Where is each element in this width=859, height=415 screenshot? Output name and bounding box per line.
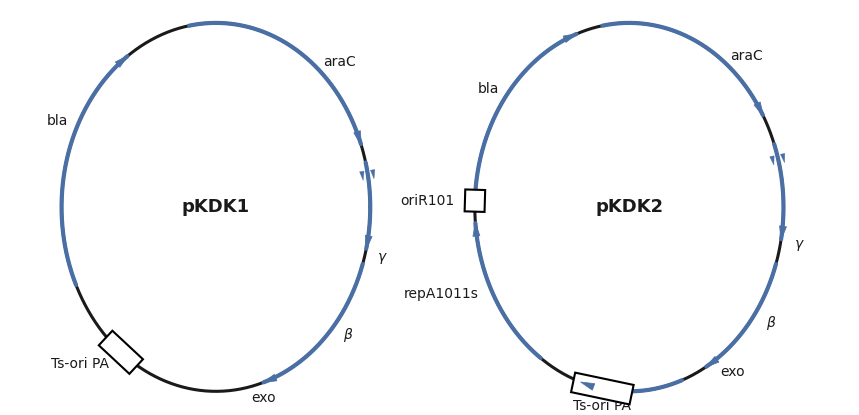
Text: exo: exo [720,365,745,378]
Polygon shape [360,171,364,181]
Polygon shape [754,102,764,116]
Polygon shape [705,356,719,367]
Polygon shape [581,382,594,390]
Polygon shape [99,331,143,374]
Text: Ts-ori PA: Ts-ori PA [51,357,109,371]
Text: repA1011s: repA1011s [404,287,479,300]
Text: pKDK1: pKDK1 [182,198,250,216]
Text: araC: araC [729,49,763,63]
Text: β: β [343,328,351,342]
Text: bla: bla [46,114,68,128]
Text: γ: γ [378,250,386,264]
Polygon shape [370,170,375,179]
Polygon shape [571,373,634,405]
Polygon shape [354,131,362,145]
Polygon shape [473,222,480,237]
Polygon shape [263,374,277,383]
Polygon shape [780,226,787,240]
Polygon shape [564,34,577,42]
Polygon shape [465,190,485,212]
Text: Ts-ori PA: Ts-ori PA [573,400,631,413]
Text: γ: γ [795,237,803,251]
Polygon shape [115,56,128,67]
Text: pKDK2: pKDK2 [595,198,663,216]
Text: araC: araC [323,55,356,69]
Text: exo: exo [252,391,276,405]
Polygon shape [781,154,785,163]
Polygon shape [770,156,774,165]
Text: bla: bla [478,82,499,96]
Text: oriR101: oriR101 [401,194,455,208]
Polygon shape [365,235,372,249]
Text: β: β [766,316,775,330]
